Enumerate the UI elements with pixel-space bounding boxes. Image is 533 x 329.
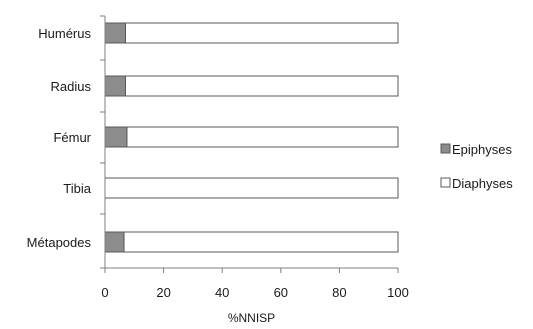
plot-area — [104, 22, 399, 253]
bar-epiphyses-humerus — [104, 22, 127, 44]
category-label-radius: Radius — [51, 79, 92, 94]
x-axis: 0 20 40 60 80 100 — [100, 15, 409, 300]
x-tick-label: 80 — [332, 285, 346, 300]
bar-epiphyses-radius — [104, 75, 127, 97]
category-label-femur: Fémur — [53, 130, 91, 145]
bar-epiphyses-femur — [104, 126, 128, 148]
x-tick-label: 20 — [156, 285, 170, 300]
legend: Epiphyses Diaphyses — [440, 142, 513, 191]
category-labels: Humérus Radius Fémur Tibia Métapodes — [27, 26, 92, 250]
bar-diaphyses-femur — [126, 126, 399, 148]
x-tick-label: 100 — [387, 285, 409, 300]
x-tick-label: 0 — [101, 285, 108, 300]
bar-epiphyses-metapodes — [104, 231, 125, 253]
x-axis-title: %NNISP — [228, 311, 275, 325]
category-label-metapodes: Métapodes — [27, 235, 92, 250]
x-tick-label: 60 — [274, 285, 288, 300]
legend-swatch-epiphyses — [440, 143, 451, 154]
bar-diaphyses-radius — [125, 75, 399, 97]
x-tick-label: 40 — [215, 285, 229, 300]
category-label-humerus: Humérus — [38, 26, 91, 41]
legend-label-diaphyses: Diaphyses — [452, 176, 513, 191]
category-label-tibia: Tibia — [63, 181, 91, 196]
legend-label-epiphyses: Epiphyses — [452, 142, 512, 157]
legend-swatch-diaphyses — [440, 177, 451, 188]
bar-diaphyses-metapodes — [123, 231, 399, 253]
bar-diaphyses-humerus — [125, 22, 399, 44]
bar-diaphyses-tibia — [104, 177, 399, 199]
